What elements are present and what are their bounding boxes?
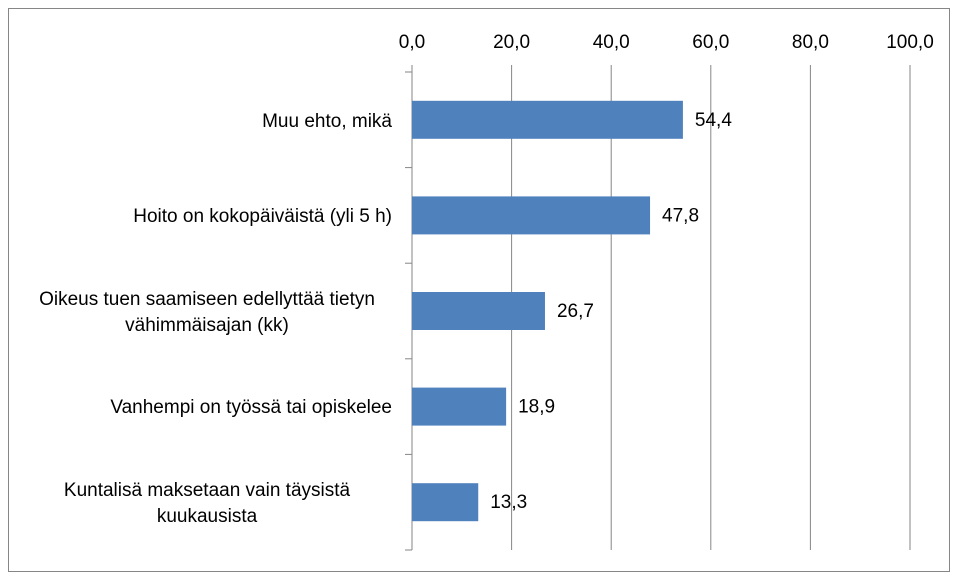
y-tick-label: Hoito on kokopäiväistä (yli 5 h) <box>12 170 392 265</box>
data-label: 47,8 <box>662 205 699 226</box>
x-tick-label: 80,0 <box>792 32 829 53</box>
x-tick-label: 40,0 <box>593 32 630 53</box>
bar <box>412 292 545 330</box>
category-text: Oikeus tuen saamiseen edellyttää tietyn … <box>39 288 375 336</box>
y-tick-label: Vanhempi on työssä tai opiskelee <box>12 361 392 456</box>
x-tick-label: 0,0 <box>399 32 425 53</box>
data-label: 18,9 <box>518 397 555 418</box>
y-tick-label: Oikeus tuen saamiseen edellyttää tietyn … <box>12 265 392 360</box>
bar <box>412 483 479 522</box>
x-tick-label: 20,0 <box>493 32 530 53</box>
data-label: 54,4 <box>695 110 732 131</box>
x-tick-label: 100,0 <box>886 32 934 53</box>
y-tick-label: Muu ehto, mikä <box>12 74 392 169</box>
bar <box>412 196 651 235</box>
data-label: 26,7 <box>557 301 594 322</box>
bar <box>412 100 683 139</box>
category-text: Kuntalisä maksetaan vain täysistä kuukau… <box>63 479 351 527</box>
data-label: 13,3 <box>490 492 527 513</box>
category-text: Hoito on kokopäiväistä (yli 5 h) <box>133 206 392 228</box>
bar <box>412 387 507 426</box>
category-text: Muu ehto, mikä <box>262 110 392 132</box>
x-tick-label: 60,0 <box>692 32 729 53</box>
category-text: Vanhempi on työssä tai opiskelee <box>110 397 392 419</box>
y-tick-label: Kuntalisä maksetaan vain täysistä kuukau… <box>12 456 392 551</box>
